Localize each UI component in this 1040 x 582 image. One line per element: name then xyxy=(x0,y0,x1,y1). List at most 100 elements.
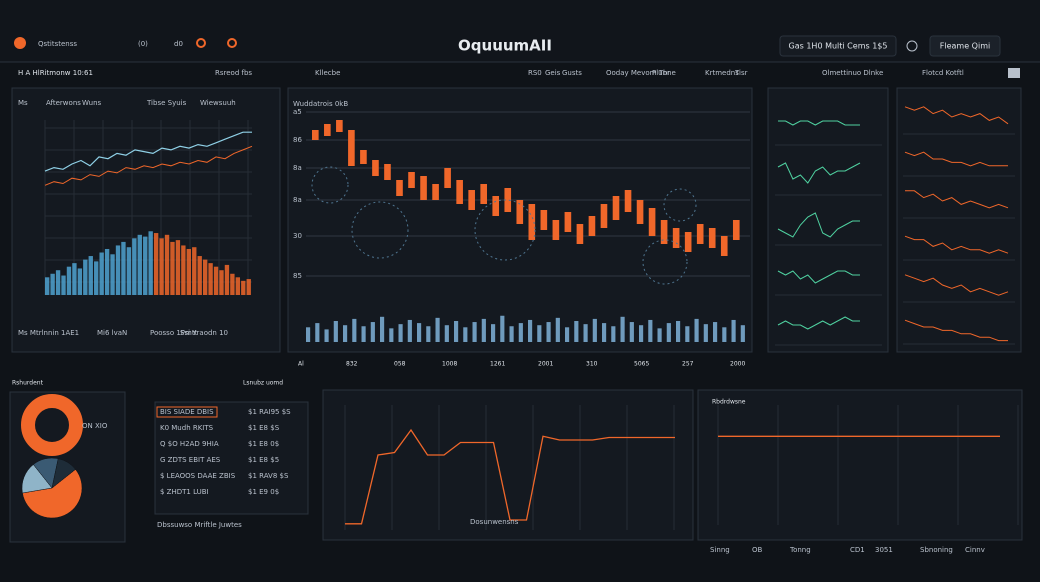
volume-bar xyxy=(444,325,449,342)
table-cell: $1 E8 $S xyxy=(248,424,280,432)
volume-bar xyxy=(620,316,625,342)
x-tick-label: 5065 xyxy=(634,361,649,368)
brand-logo[interactable] xyxy=(14,37,26,49)
histogram-bar xyxy=(148,231,153,295)
table-cell: $1 E9 0$ xyxy=(248,488,279,496)
icon-label: (0) xyxy=(138,40,148,48)
volume-bar xyxy=(555,317,560,342)
table-cell: $1 RAV8 $S xyxy=(248,472,289,480)
tab: Ms xyxy=(18,99,28,107)
decor-circle xyxy=(474,199,536,261)
x-tick-label: 058 xyxy=(394,361,406,368)
volume-bar xyxy=(343,325,348,342)
x-tick-label: 3051 xyxy=(875,546,893,554)
x-tick-label: Cinnv xyxy=(965,546,985,554)
histogram-bar xyxy=(197,256,202,295)
x-tick-label: 257 xyxy=(682,361,694,368)
candle xyxy=(396,180,403,196)
nav-icon[interactable] xyxy=(1008,68,1020,78)
volume-bar xyxy=(500,315,505,342)
volume-bar xyxy=(389,328,394,342)
footer-label: Poosso 1Pmtt xyxy=(150,329,198,337)
icon[interactable] xyxy=(227,38,237,48)
histogram-bar xyxy=(208,263,213,295)
candle xyxy=(480,184,488,204)
donut-ring xyxy=(21,394,83,456)
volume-bar xyxy=(731,319,736,342)
button-text: Fleame Qimi xyxy=(940,42,990,51)
decor-circle xyxy=(351,201,409,259)
volume-bar xyxy=(454,321,459,342)
nav-item: Flotcd Kotftl xyxy=(922,69,964,77)
panel xyxy=(154,401,309,515)
header-button[interactable] xyxy=(929,35,1001,57)
app-title: OquuumAII xyxy=(458,37,552,55)
candle xyxy=(336,120,343,132)
nav-item: RS0 xyxy=(528,69,542,77)
x-tick-label: 1008 xyxy=(442,361,457,368)
x-tick-label: Tonng xyxy=(789,546,811,554)
volume-bar xyxy=(629,322,634,342)
panel xyxy=(896,87,1022,353)
search-text: Gas 1H0 Multi Cems 1$5 xyxy=(789,42,888,51)
histogram-bar xyxy=(241,280,246,295)
candle xyxy=(732,220,740,240)
volume-bar xyxy=(685,326,690,342)
x-tick-label: OB xyxy=(752,546,763,554)
volume-bar xyxy=(666,323,671,342)
data-line xyxy=(777,212,860,238)
pie-slice xyxy=(51,458,76,489)
volume-bar xyxy=(306,327,311,342)
histogram-bar xyxy=(230,273,235,295)
volume-bar xyxy=(398,324,403,342)
y-tick-label: 86 xyxy=(293,136,302,144)
nav-item: Plunne xyxy=(652,69,676,77)
tab: Tibse Syuis xyxy=(146,99,187,107)
volume-bar xyxy=(435,317,440,342)
nav-item: Kllecbe xyxy=(315,69,340,77)
volume-bar xyxy=(574,321,579,342)
histogram-bar xyxy=(202,259,208,295)
candle xyxy=(636,200,644,224)
search-box[interactable] xyxy=(779,35,897,57)
histogram-bar xyxy=(115,245,121,295)
candle xyxy=(348,130,355,166)
decor-circle xyxy=(663,188,697,222)
volume-bar xyxy=(407,319,412,342)
volume-bar xyxy=(352,318,357,342)
histogram-bar xyxy=(246,279,251,295)
x-tick-label: Sbnoning xyxy=(920,546,953,554)
icon[interactable] xyxy=(196,38,206,48)
nav-item: Geis xyxy=(545,69,561,77)
volume-bar xyxy=(740,325,745,342)
histogram-bar xyxy=(61,275,66,295)
candle xyxy=(648,208,656,236)
histogram-bar xyxy=(224,264,230,295)
histogram-bar xyxy=(88,256,93,295)
nav-item: Krtmedns xyxy=(705,69,739,77)
section-title: Lsnubz uomd xyxy=(243,380,283,387)
volume-bar xyxy=(694,318,699,342)
histogram-bar xyxy=(235,277,241,295)
x-tick-label: CD1 xyxy=(850,546,865,554)
data-line xyxy=(778,120,860,126)
candle xyxy=(684,232,692,252)
y-tick-label: a5 xyxy=(293,108,302,116)
pie-slice xyxy=(22,469,83,519)
nav-label: H A HlRitmonw 10:61 xyxy=(18,69,93,77)
nav-item: Tisr xyxy=(734,69,748,77)
candle xyxy=(708,228,716,248)
histogram-bar xyxy=(213,266,219,295)
volume-bar xyxy=(583,324,588,342)
histogram-bar xyxy=(121,241,126,295)
x-tick-label: Sinng xyxy=(710,546,730,554)
table-cell: K0 Mudh RKITS xyxy=(160,424,214,432)
volume-bar xyxy=(657,328,662,342)
data-line xyxy=(44,131,252,172)
icon[interactable] xyxy=(906,40,918,52)
histogram-bar xyxy=(50,273,55,295)
data-line xyxy=(777,316,860,330)
nav-item: Olmettinuo Dlnke xyxy=(822,69,883,77)
data-line xyxy=(904,106,1009,125)
